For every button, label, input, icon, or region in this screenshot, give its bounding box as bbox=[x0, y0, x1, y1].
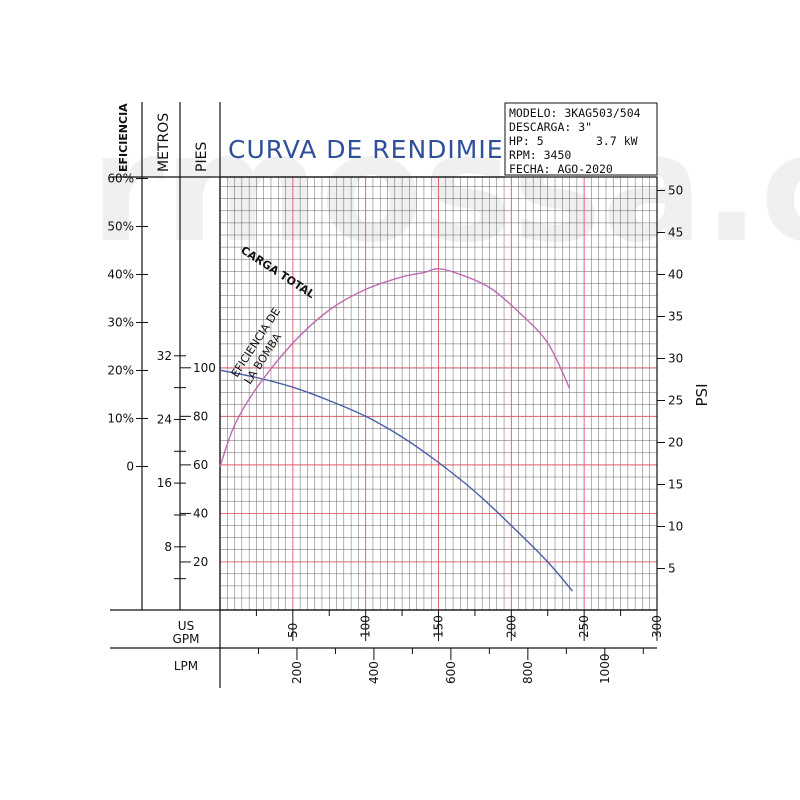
eficiencia-curve bbox=[219, 267, 571, 467]
eficiencia-tick-label: 60% bbox=[107, 172, 134, 186]
lpm-header: LPM bbox=[174, 659, 198, 673]
eficiencia-tick-label: 20% bbox=[107, 364, 134, 378]
psi-tick-label: 30 bbox=[668, 352, 683, 366]
psi-axis-header: PSI bbox=[693, 384, 711, 407]
metros-tick-label: 16 bbox=[157, 476, 172, 490]
lpm-tick-label: 800 bbox=[521, 661, 535, 684]
psi-tick-label: 5 bbox=[668, 562, 676, 576]
chart-frame bbox=[110, 102, 658, 688]
spec-hp: HP: 5 bbox=[509, 134, 544, 148]
pies-tick-label: 80 bbox=[193, 409, 208, 423]
usgpm-header-line2: GPM bbox=[173, 632, 200, 646]
psi-tick-label: 20 bbox=[668, 436, 683, 450]
psi-tick-label: 35 bbox=[668, 310, 683, 324]
psi-tick-label: 45 bbox=[668, 226, 683, 240]
axis-ticks: 20 40 60 80 100 8 16 24 32 0 10% 20% 30% 40% 50% 60% 5 10… bbox=[107, 172, 683, 685]
psi-tick-label: 40 bbox=[668, 268, 683, 282]
spec-rpm: RPM: 3450 bbox=[509, 148, 571, 162]
eficiencia-tick-label: 0 bbox=[126, 460, 134, 474]
spec-fecha: FECHA: AGO-2020 bbox=[509, 162, 613, 176]
lpm-tick-label: 600 bbox=[444, 661, 458, 684]
usgpm-tick-label: 200 bbox=[504, 615, 518, 638]
spec-kw: 3.7 kW bbox=[596, 134, 638, 148]
usgpm-tick-label: 250 bbox=[577, 615, 591, 638]
chart-grid bbox=[220, 177, 657, 610]
chart-series bbox=[219, 267, 574, 592]
metros-tick-label: 32 bbox=[157, 349, 172, 363]
spec-box: MODELO: 3KAG503/504 DESCARGA: 3" HP: 5 3… bbox=[504, 102, 658, 176]
metros-axis-header: METROS bbox=[156, 113, 172, 172]
pies-tick-label: 40 bbox=[193, 506, 208, 520]
eficiencia-tick-label: 40% bbox=[107, 268, 134, 282]
pies-tick-label: 60 bbox=[193, 458, 208, 472]
pies-tick-label: 100 bbox=[193, 361, 216, 375]
metros-tick-label: 24 bbox=[157, 412, 172, 426]
usgpm-header-line1: US bbox=[178, 619, 194, 633]
lpm-tick-label: 1000 bbox=[598, 653, 612, 684]
lpm-tick-label: 400 bbox=[367, 661, 381, 684]
psi-tick-label: 15 bbox=[668, 478, 683, 492]
pies-axis-header: PIES bbox=[194, 142, 210, 172]
pies-tick-label: 20 bbox=[193, 555, 208, 569]
lpm-tick-label: 200 bbox=[290, 661, 304, 684]
usgpm-tick-label: 150 bbox=[432, 615, 446, 638]
psi-tick-label: 50 bbox=[668, 184, 683, 198]
carga-total-curve bbox=[219, 369, 574, 592]
watermark: rmossa.com bbox=[90, 102, 800, 276]
psi-tick-label: 10 bbox=[668, 520, 683, 534]
usgpm-tick-label: 100 bbox=[359, 615, 373, 638]
eficiencia-axis-header: EFICIENCIA bbox=[117, 103, 130, 172]
usgpm-tick-label: 50 bbox=[286, 623, 300, 638]
eficiencia-tick-label: 50% bbox=[107, 220, 134, 234]
psi-tick-label: 25 bbox=[668, 394, 683, 408]
eficiencia-tick-label: 30% bbox=[107, 316, 134, 330]
spec-modelo: MODELO: 3KAG503/504 bbox=[509, 106, 641, 120]
chart-title: CURVA DE RENDIMIENTO bbox=[228, 135, 560, 164]
spec-descarga: DESCARGA: 3" bbox=[509, 120, 592, 134]
eficiencia-tick-label: 10% bbox=[107, 412, 134, 426]
metros-tick-label: 8 bbox=[164, 540, 172, 554]
usgpm-tick-label: 300 bbox=[650, 615, 664, 638]
